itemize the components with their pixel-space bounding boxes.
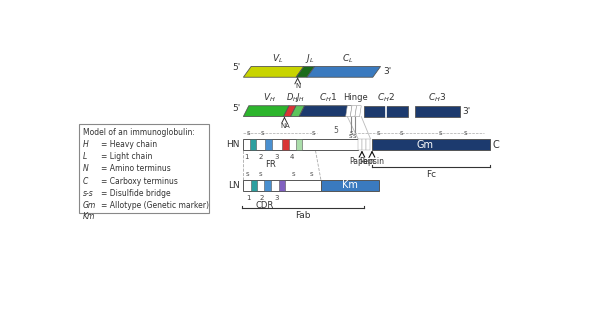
Text: N: N — [295, 83, 300, 89]
Bar — [243, 180, 321, 191]
Text: Gm: Gm — [416, 140, 433, 150]
Text: 5': 5' — [232, 104, 240, 113]
Text: s: s — [349, 133, 352, 140]
Text: Fc: Fc — [426, 170, 436, 179]
Text: s: s — [246, 170, 249, 177]
Text: 3: 3 — [274, 195, 279, 201]
Polygon shape — [296, 66, 315, 77]
Text: $C_L$: $C_L$ — [342, 52, 353, 64]
Bar — [362, 139, 367, 150]
Text: $C_H2$: $C_H2$ — [377, 91, 395, 104]
Text: $C_H1$: $C_H1$ — [319, 91, 337, 104]
Text: Hinge: Hinge — [343, 93, 368, 102]
Text: = Carboxy terminus: = Carboxy terminus — [101, 177, 177, 186]
Text: Fab: Fab — [295, 211, 311, 220]
Text: = Light chain: = Light chain — [101, 152, 152, 161]
Text: 4: 4 — [290, 154, 294, 160]
Text: 3': 3' — [384, 67, 392, 76]
Text: HN: HN — [226, 140, 239, 149]
Text: $V_H$: $V_H$ — [263, 91, 275, 104]
Text: s: s — [400, 130, 403, 136]
Text: Model of an immunoglobulin:: Model of an immunoglobulin: — [83, 128, 195, 137]
Text: 2: 2 — [260, 195, 264, 201]
Bar — [367, 139, 370, 150]
Text: H: H — [83, 140, 88, 148]
Text: 5': 5' — [232, 64, 240, 73]
Polygon shape — [243, 106, 289, 117]
Text: = Amino terminus: = Amino terminus — [101, 164, 171, 173]
Text: Papain: Papain — [349, 157, 375, 166]
Bar — [282, 139, 289, 150]
Text: s: s — [376, 130, 380, 136]
Polygon shape — [284, 106, 296, 117]
Text: Km: Km — [342, 180, 358, 190]
Text: s: s — [350, 130, 354, 136]
Text: Pepsin: Pepsin — [360, 157, 384, 166]
Text: s-s: s-s — [83, 189, 94, 198]
Text: s: s — [261, 130, 265, 136]
Text: s: s — [309, 170, 313, 177]
Text: Gm
Km: Gm Km — [83, 201, 96, 221]
Text: $V_L$: $V_L$ — [272, 52, 283, 64]
Bar — [414, 106, 460, 117]
Text: 5: 5 — [333, 126, 338, 135]
Text: 1: 1 — [246, 195, 251, 201]
Text: C: C — [493, 140, 500, 150]
Text: s: s — [463, 130, 467, 136]
Text: 3: 3 — [274, 154, 279, 160]
Text: s: s — [311, 130, 315, 136]
Polygon shape — [307, 66, 381, 77]
Text: = Heavy chain: = Heavy chain — [101, 140, 157, 148]
Text: N: N — [280, 123, 286, 129]
Text: FR: FR — [265, 160, 276, 169]
Bar — [251, 180, 257, 191]
Polygon shape — [243, 66, 304, 77]
Text: $D_H$: $D_H$ — [286, 91, 299, 104]
Bar — [265, 139, 272, 150]
Text: LN: LN — [228, 181, 239, 190]
Bar — [249, 139, 256, 150]
Bar — [372, 139, 490, 150]
Text: s: s — [246, 130, 250, 136]
Text: C: C — [83, 177, 88, 186]
Polygon shape — [290, 106, 305, 117]
Text: $J_L$: $J_L$ — [305, 52, 314, 65]
Bar — [279, 180, 286, 191]
Bar — [321, 180, 379, 191]
Polygon shape — [299, 106, 351, 117]
Text: 2: 2 — [258, 154, 263, 160]
Text: 1: 1 — [244, 154, 249, 160]
Text: $C_H3$: $C_H3$ — [428, 91, 446, 104]
Text: = Allotype (Genetic marker): = Allotype (Genetic marker) — [101, 201, 209, 210]
Text: = Disulfide bridge: = Disulfide bridge — [101, 189, 171, 198]
Text: $J_H$: $J_H$ — [295, 91, 305, 104]
Text: s: s — [353, 133, 356, 140]
Text: s: s — [438, 130, 442, 136]
Text: N: N — [83, 164, 88, 173]
Text: A: A — [285, 123, 290, 129]
Bar — [264, 180, 271, 191]
Text: L: L — [83, 152, 87, 161]
Bar — [243, 139, 358, 150]
Bar — [363, 106, 408, 117]
Polygon shape — [355, 106, 361, 117]
Text: s: s — [258, 170, 262, 177]
Bar — [296, 139, 302, 150]
Polygon shape — [351, 106, 357, 117]
Bar — [358, 139, 362, 150]
Text: 3': 3' — [463, 107, 471, 116]
Text: CDR: CDR — [256, 201, 274, 210]
Polygon shape — [346, 106, 352, 117]
Text: s: s — [291, 170, 295, 177]
Bar — [79, 124, 209, 213]
